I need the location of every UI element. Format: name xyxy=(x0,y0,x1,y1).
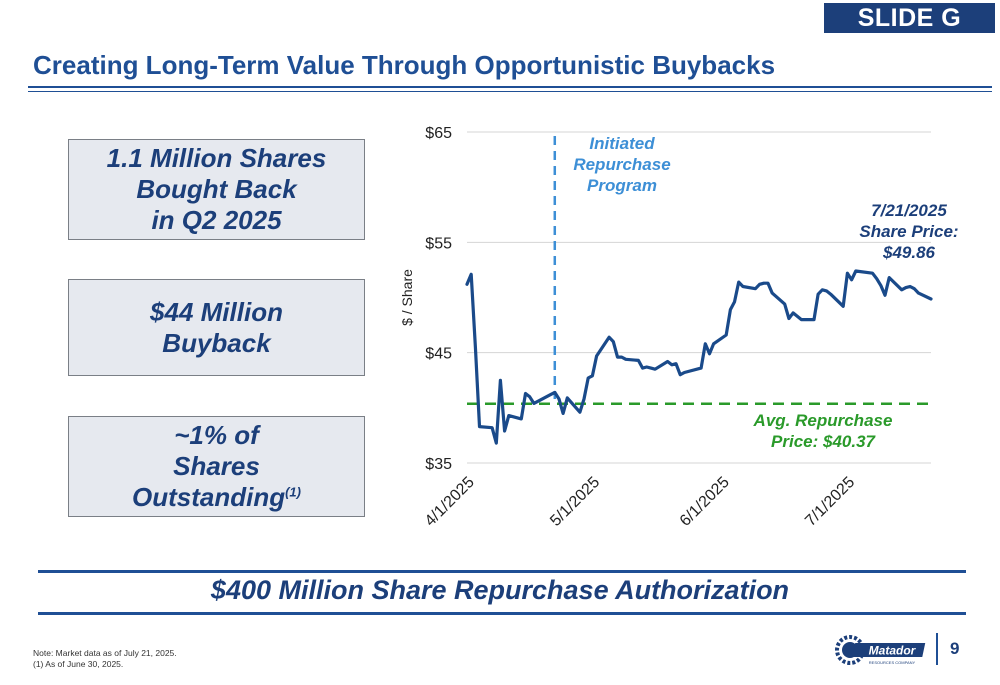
program-start-label: Program xyxy=(587,176,657,195)
callout-shares-outstanding: ~1% of Shares Outstanding(1) xyxy=(68,416,365,517)
title-rule xyxy=(28,86,992,88)
logo-tagline: RESOURCES COMPANY xyxy=(869,660,916,665)
title-rule-thin xyxy=(28,91,992,92)
footnote: (1) As of June 30, 2025. xyxy=(33,659,124,669)
footer-divider xyxy=(936,633,938,665)
footnotes: Note: Market data as of July 21, 2025. (… xyxy=(33,648,177,670)
y-axis-label: $ / Share xyxy=(399,269,415,326)
y-tick-label: $45 xyxy=(425,346,452,363)
x-tick-label: 4/1/2025 xyxy=(422,474,478,530)
x-tick-label: 6/1/2025 xyxy=(677,474,733,530)
callout-line: in Q2 2025 xyxy=(151,205,282,235)
authorization-banner: $400 Million Share Repurchase Authorizat… xyxy=(210,575,790,605)
callout-line: 1.1 Million Shares xyxy=(106,143,327,173)
y-tick-label: $55 xyxy=(425,235,452,252)
y-tick-label: $65 xyxy=(425,125,452,142)
footnote-marker: (1) xyxy=(285,484,301,500)
page-title: Creating Long-Term Value Through Opportu… xyxy=(33,50,776,80)
callout-line: Outstanding(1) xyxy=(132,482,301,513)
slide-tag: SLIDE G xyxy=(824,3,995,33)
program-start-label: Initiated xyxy=(589,134,655,153)
callout-line: Bought Back xyxy=(136,174,297,204)
page-number: 9 xyxy=(950,639,960,658)
current-price-annotation: $49.86 xyxy=(882,243,936,262)
matador-logo: Matador RESOURCES COMPANY xyxy=(835,635,926,665)
share-price-chart: $35 $45 $55 $65 $ / Share 4/1/2025 5/1/2025 6/1… xyxy=(399,125,959,530)
share-price-line xyxy=(465,269,933,445)
callout-buyback-amount: $44 Million Buyback xyxy=(68,279,365,376)
callout-line: Shares xyxy=(173,451,260,481)
callout-line: ~1% of xyxy=(174,420,259,450)
program-start-label: Repurchase xyxy=(573,155,670,174)
footnote: Note: Market data as of July 21, 2025. xyxy=(33,648,177,658)
current-price-annotation: 7/21/2025 xyxy=(871,201,947,220)
authorization-rule-top xyxy=(38,570,966,573)
current-price-annotation: Share Price: xyxy=(859,222,958,241)
authorization-rule-bottom xyxy=(38,612,966,615)
callout-line: $44 Million xyxy=(150,296,283,327)
logo-wordmark: Matador xyxy=(869,644,917,658)
x-tick-label: 5/1/2025 xyxy=(547,474,603,530)
callout-shares-bought: 1.1 Million Shares Bought Back in Q2 202… xyxy=(68,139,365,240)
average-price-label: Avg. Repurchase xyxy=(753,411,893,430)
y-tick-label: $35 xyxy=(425,456,452,473)
callout-line-text: Outstanding xyxy=(132,482,286,512)
x-tick-label: 7/1/2025 xyxy=(802,474,858,530)
callout-line: Buyback xyxy=(162,327,271,358)
average-price-label: Price: $40.37 xyxy=(771,432,877,451)
